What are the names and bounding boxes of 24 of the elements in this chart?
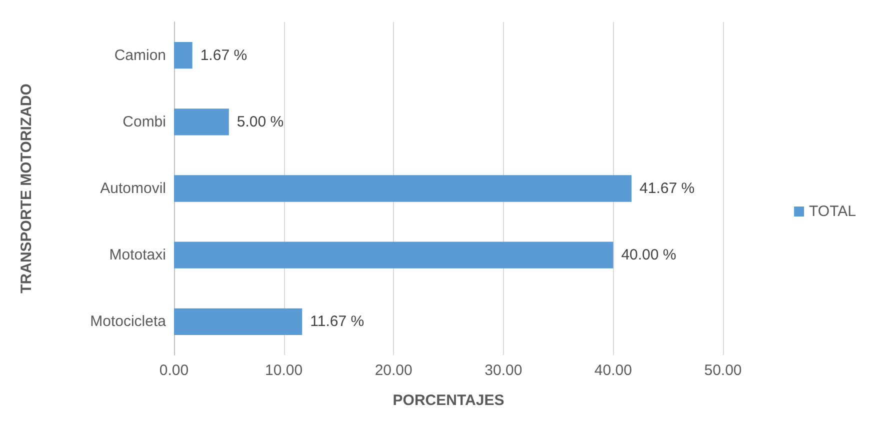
data-label: 5.00 % — [236, 113, 284, 130]
legend-label: TOTAL — [809, 203, 856, 220]
x-axis-title: PORCENTAJES — [392, 392, 504, 409]
bar — [174, 42, 192, 69]
x-tick-label: 10.00 — [265, 362, 303, 379]
data-label: 40.00 % — [621, 246, 676, 264]
y-tick-label: Motocicleta — [90, 313, 167, 330]
y-tick-label: Camion — [114, 46, 166, 64]
y-axis-title: TRANSPORTE MOTORIZADO — [18, 83, 35, 294]
x-tick-label: 0.00 — [159, 362, 189, 379]
x-tick-label: 40.00 — [594, 362, 632, 379]
x-tick-label: 20.00 — [374, 362, 412, 379]
x-tick-label: 30.00 — [484, 362, 522, 379]
y-tick-label: Combi — [122, 113, 166, 130]
x-tick-label: 50.00 — [704, 362, 742, 379]
data-label: 41.67 % — [640, 180, 695, 197]
bar — [174, 242, 614, 268]
bar — [174, 308, 302, 336]
y-tick-label: Mototaxi — [109, 246, 166, 264]
bar — [174, 108, 229, 136]
y-tick-label: Automovil — [100, 180, 166, 197]
bar — [174, 175, 632, 202]
data-label: 11.67 % — [310, 313, 364, 330]
data-label: 1.67 % — [200, 46, 248, 64]
